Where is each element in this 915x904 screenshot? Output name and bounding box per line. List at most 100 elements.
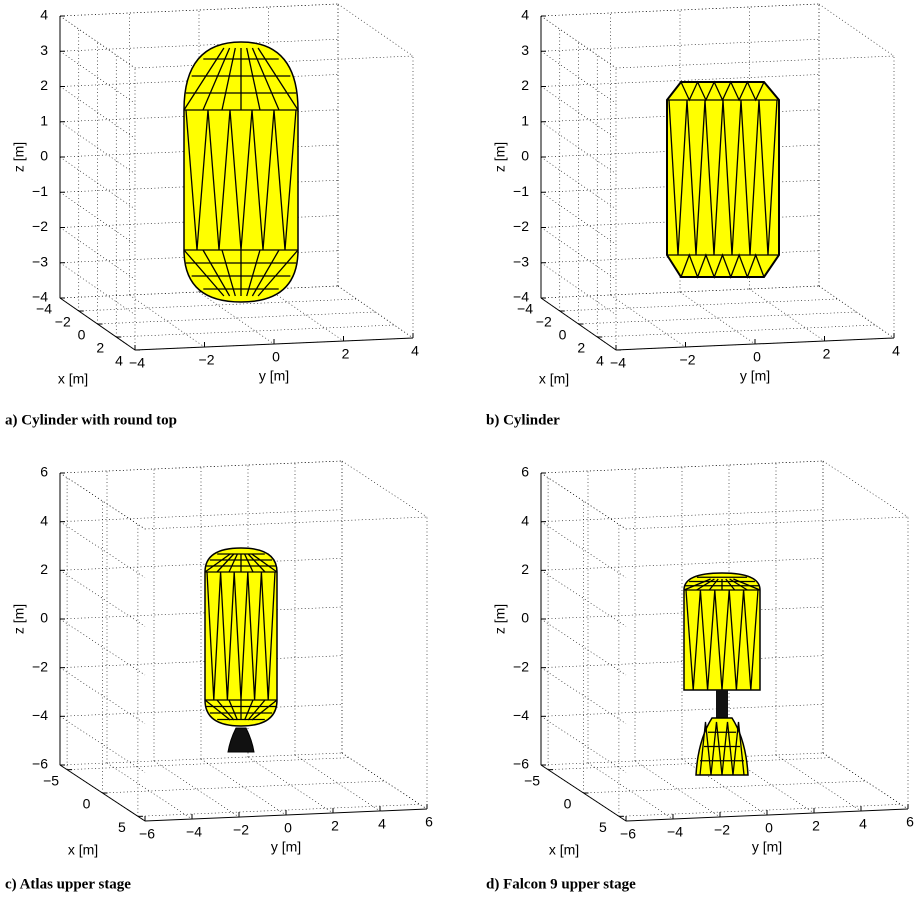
x-axis-label: x [m] bbox=[68, 842, 98, 858]
x-tick-label: 5 bbox=[599, 819, 607, 835]
z-tick-label: 4 bbox=[521, 512, 529, 528]
grid-line bbox=[611, 295, 686, 347]
x-axis-label: x [m] bbox=[549, 842, 579, 858]
grid-line bbox=[619, 804, 901, 816]
box-edge bbox=[342, 753, 427, 809]
x-tick-label: 0 bbox=[559, 327, 567, 343]
x-tick-label: −5 bbox=[524, 772, 540, 788]
z-tick-label: 6 bbox=[40, 464, 48, 480]
grid-line bbox=[541, 716, 626, 772]
z-tick-label: 0 bbox=[40, 148, 48, 164]
y-tick-label: 4 bbox=[378, 816, 386, 832]
z-tick-label: −2 bbox=[32, 658, 48, 674]
y-tick-label: 2 bbox=[342, 346, 350, 362]
z-tick-label: −3 bbox=[32, 253, 48, 269]
x-tick-label: 4 bbox=[596, 353, 604, 369]
y-tick-label: 0 bbox=[765, 820, 773, 836]
y-tick-label: −4 bbox=[667, 824, 683, 840]
grid-line bbox=[60, 39, 338, 51]
grid-line bbox=[541, 4, 819, 16]
grid-line bbox=[154, 761, 239, 817]
grid-line bbox=[819, 286, 894, 338]
grid-line bbox=[107, 763, 192, 819]
z-tick-label: 2 bbox=[40, 561, 48, 577]
y-tick-label: −4 bbox=[610, 355, 626, 371]
x-axis-label: x [m] bbox=[58, 371, 88, 387]
caption: d) Falcon 9 upper stage bbox=[486, 876, 636, 892]
grid-line bbox=[60, 16, 135, 68]
grid-line bbox=[201, 759, 286, 815]
z-tick-label: −6 bbox=[32, 756, 48, 772]
y-tick-label: −2 bbox=[714, 822, 730, 838]
caption: a) Cylinder with round top bbox=[5, 412, 177, 428]
y-tick-label: 2 bbox=[812, 818, 820, 834]
box-edge bbox=[823, 461, 908, 517]
grid-line bbox=[116, 325, 394, 337]
figure: −4−3−2−101234−4−2024−4−2024z [m]x [m]y [… bbox=[0, 0, 915, 904]
x-tick-label: −4 bbox=[36, 301, 52, 317]
grid-line bbox=[541, 473, 626, 529]
y-axis-label: y [m] bbox=[740, 368, 770, 384]
rod bbox=[716, 690, 728, 718]
y-tick-label: −6 bbox=[139, 826, 155, 842]
grid-line bbox=[60, 473, 145, 529]
box-edge bbox=[541, 473, 626, 529]
z-tick-label: 4 bbox=[40, 512, 48, 528]
y-axis-label: y [m] bbox=[271, 839, 301, 855]
z-axis-label: z [m] bbox=[11, 142, 27, 172]
grid-line bbox=[338, 286, 413, 338]
z-tick-label: −1 bbox=[513, 183, 529, 199]
z-tick-label: −6 bbox=[513, 756, 529, 772]
z-tick-label: 0 bbox=[40, 610, 48, 626]
box-edge bbox=[342, 461, 427, 517]
box-edge bbox=[626, 517, 908, 529]
y-tick-label: 4 bbox=[859, 816, 867, 832]
grid-line bbox=[597, 325, 875, 337]
grid-line bbox=[680, 292, 755, 344]
y-tick-label: −6 bbox=[620, 826, 636, 842]
x-tick-label: 4 bbox=[115, 353, 123, 369]
x-tick-label: 2 bbox=[96, 340, 104, 356]
grid-line bbox=[548, 758, 830, 770]
caption: c) Atlas upper stage bbox=[5, 876, 131, 892]
body bbox=[667, 82, 779, 277]
z-tick-label: 1 bbox=[40, 112, 48, 128]
z-tick-label: −1 bbox=[32, 183, 48, 199]
grid-line bbox=[342, 753, 427, 809]
z-tick-label: 4 bbox=[40, 7, 48, 23]
z-tick-label: 4 bbox=[521, 7, 529, 23]
z-tick-label: 3 bbox=[521, 42, 529, 58]
z-tick-label: −2 bbox=[513, 658, 529, 674]
box-edge bbox=[60, 473, 145, 529]
x-tick-label: 2 bbox=[577, 340, 585, 356]
z-tick-label: −2 bbox=[513, 218, 529, 234]
z-tick-label: 2 bbox=[521, 561, 529, 577]
x-tick-label: −4 bbox=[517, 301, 533, 317]
z-tick-label: 6 bbox=[521, 464, 529, 480]
y-tick-label: 2 bbox=[331, 818, 339, 834]
y-tick-label: 4 bbox=[892, 343, 900, 359]
y-tick-label: −2 bbox=[199, 352, 215, 368]
x-tick-label: −5 bbox=[43, 772, 59, 788]
grid-line bbox=[67, 758, 349, 770]
y-tick-label: 0 bbox=[753, 349, 761, 365]
caption: b) Cylinder bbox=[486, 412, 560, 428]
x-tick-label: 0 bbox=[83, 796, 91, 812]
panel: −6−4−20246−505−6−4−20246z [m]x [m]y [m]c… bbox=[5, 461, 433, 892]
box-edge bbox=[338, 4, 413, 56]
z-tick-label: 0 bbox=[521, 148, 529, 164]
y-tick-label: −2 bbox=[680, 352, 696, 368]
grid-line bbox=[60, 716, 145, 772]
z-tick-label: 0 bbox=[521, 610, 529, 626]
box-edge bbox=[819, 4, 894, 56]
x-axis-label: x [m] bbox=[539, 371, 569, 387]
x-tick-label: −2 bbox=[536, 314, 552, 330]
nozzle bbox=[228, 728, 254, 752]
grid-line bbox=[541, 16, 616, 68]
grid-line bbox=[541, 39, 819, 51]
z-tick-label: −2 bbox=[32, 218, 48, 234]
grid-line bbox=[138, 804, 420, 816]
grid-line bbox=[130, 295, 205, 347]
x-tick-label: 5 bbox=[118, 819, 126, 835]
